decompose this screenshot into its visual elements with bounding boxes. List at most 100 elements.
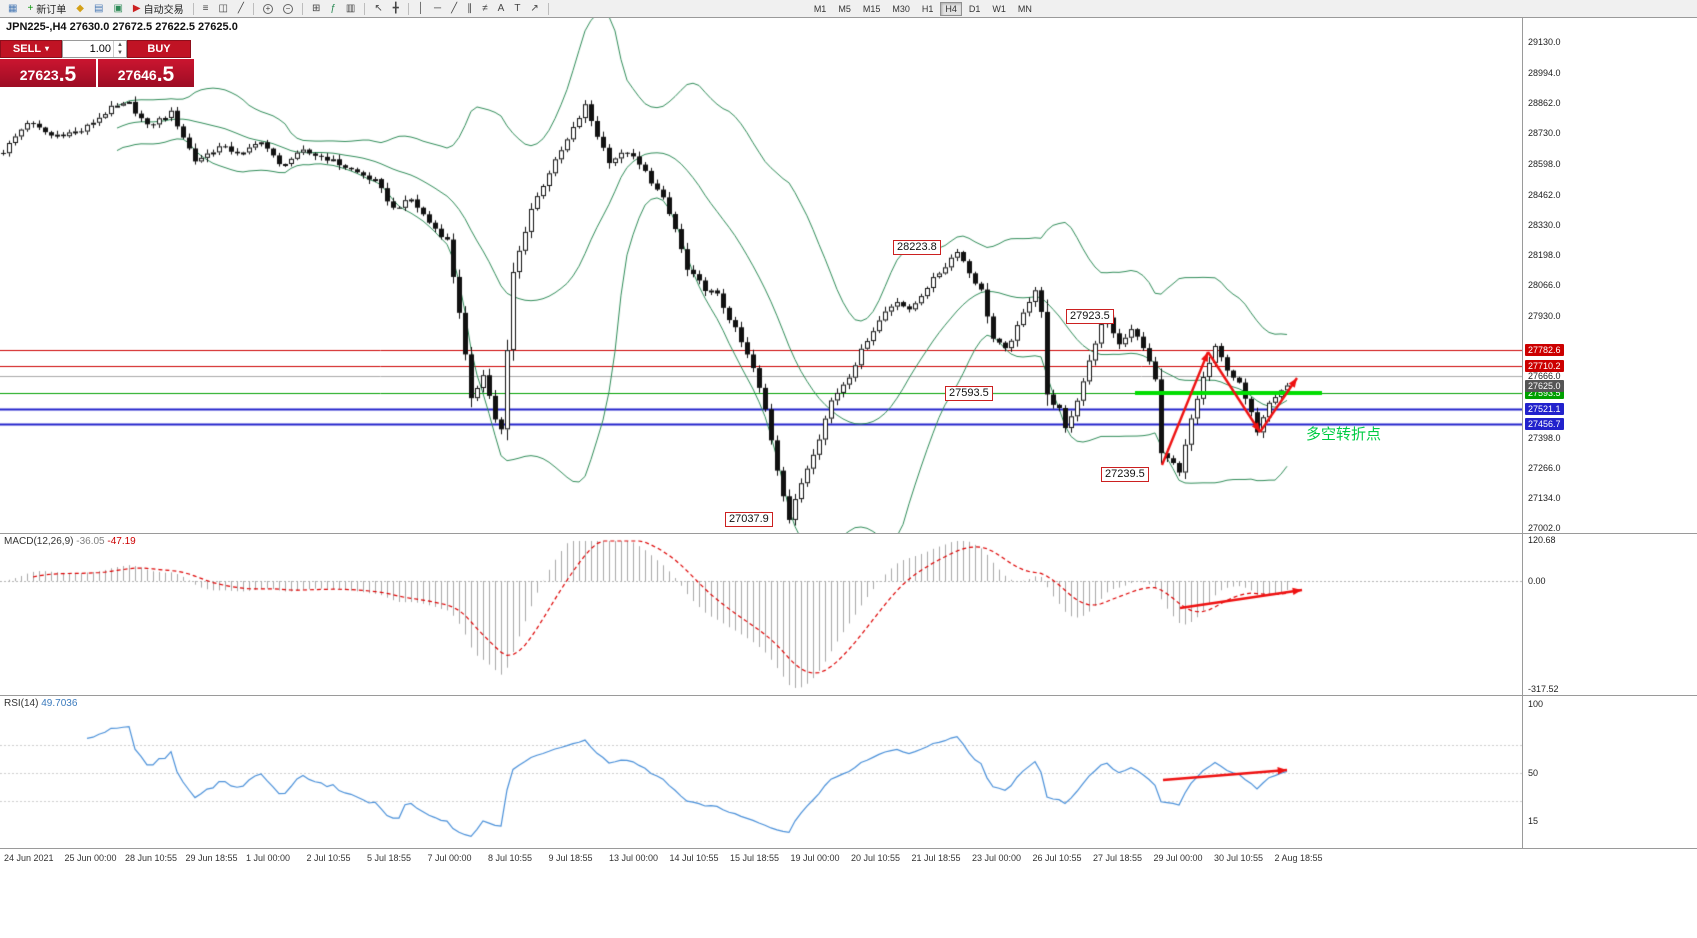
timeframe-w1-button[interactable]: W1 bbox=[987, 2, 1011, 16]
time-label: 28 Jun 10:55 bbox=[125, 853, 178, 863]
swing-label[interactable]: 28223.8 bbox=[893, 240, 941, 255]
text-icon-glyph: A bbox=[497, 2, 505, 14]
time-label: 2 Jul 10:55 bbox=[306, 853, 351, 863]
accounts-icon[interactable]: ▤ bbox=[90, 1, 107, 16]
timeframe-h1-button[interactable]: H1 bbox=[917, 2, 939, 16]
zoom-out-icon-glyph: − bbox=[282, 3, 293, 14]
bar-chart-icon[interactable]: ≡ bbox=[199, 1, 213, 16]
market-watch-icon-glyph: ▣ bbox=[113, 2, 123, 14]
new-order-button-label: 新订单 bbox=[36, 5, 67, 16]
toolbar: ▦ + 新订单 ◆ ▤ ▣ ▶ 自动交易 ≡ ◫ ╱ + − ⊞ ƒ ▥ ↖ ╋ │ ─ ╱ ∥ ≠ A T ↗ M1 M5 M15 M3… bbox=[0, 0, 1697, 18]
arrows-tool-icon-glyph: ↗ bbox=[530, 2, 539, 14]
timeframe-m15-button[interactable]: M15 bbox=[858, 2, 886, 16]
macd-label: MACD(12,26,9) -36.05 -47.19 bbox=[4, 536, 136, 547]
time-label: 24 Jun 2021 bbox=[4, 853, 54, 863]
time-axis[interactable]: 24 Jun 2021 25 Jun 00:00 28 Jun 10:55 29 Ju… bbox=[0, 848, 1697, 878]
volume-field: ▲ ▼ bbox=[62, 40, 127, 58]
time-label: 29 Jun 18:55 bbox=[185, 853, 238, 863]
line-chart-icon[interactable]: ╱ bbox=[234, 1, 248, 16]
swing-label[interactable]: 27037.9 bbox=[725, 512, 773, 527]
swing-label[interactable]: 27593.5 bbox=[945, 386, 993, 401]
market-watch-icon[interactable]: ▣ bbox=[109, 1, 126, 16]
sell-button-label: SELL bbox=[12, 43, 42, 55]
candlestick-chart-icon-glyph: ◫ bbox=[218, 2, 228, 14]
rsi-scale[interactable]: 100 50 15 bbox=[1522, 696, 1697, 848]
order-type-caret-icon[interactable]: ▾ bbox=[45, 44, 50, 53]
macd-scale[interactable]: 120.68 0.00 -317.52 bbox=[1522, 534, 1697, 695]
price-chart-canvas[interactable] bbox=[0, 18, 1522, 533]
time-label: 27 Jul 18:55 bbox=[1093, 853, 1143, 863]
indicators-icon-glyph: ƒ bbox=[330, 2, 336, 14]
volume-up-icon[interactable]: ▲ bbox=[117, 42, 123, 48]
deposit-icon[interactable]: ◆ bbox=[72, 1, 88, 16]
macd-tick: 120.68 bbox=[1528, 535, 1556, 545]
time-label: 30 Jul 10:55 bbox=[1214, 853, 1264, 863]
time-label: 20 Jul 10:55 bbox=[851, 853, 901, 863]
price-scale[interactable]: 29130.0 28994.0 28862.0 28730.0 28598.0 28462… bbox=[1522, 18, 1697, 533]
volume-input[interactable] bbox=[63, 41, 113, 57]
crosshair-icon[interactable]: ╋ bbox=[389, 1, 403, 16]
tile-windows-icon[interactable]: ⊞ bbox=[308, 1, 324, 16]
zoom-out-icon[interactable]: − bbox=[279, 1, 297, 16]
cursor-icon-glyph: ↖ bbox=[374, 2, 383, 14]
buy-price-display[interactable]: 27646 .5 bbox=[98, 59, 194, 87]
new-chart-icon-glyph: ▦ bbox=[8, 2, 18, 14]
price-tick: 28330.0 bbox=[1528, 219, 1561, 230]
sell-price-main: 27623 bbox=[19, 67, 59, 83]
rsi-value: 49.7036 bbox=[41, 698, 78, 709]
price-tick: 28198.0 bbox=[1528, 249, 1561, 260]
candlestick-chart-icon[interactable]: ◫ bbox=[214, 1, 231, 16]
toolbar-separator bbox=[192, 2, 194, 15]
fibonacci-icon-glyph: ≠ bbox=[482, 2, 488, 14]
cursor-icon[interactable]: ↖ bbox=[370, 1, 386, 16]
turning-point-annotation[interactable]: 多空转折点 bbox=[1306, 426, 1382, 443]
new-chart-icon[interactable]: ▦ bbox=[4, 1, 21, 16]
time-label: 7 Jul 00:00 bbox=[427, 853, 472, 863]
price-tick: 27002.0 bbox=[1528, 523, 1561, 533]
buy-price-fraction: .5 bbox=[156, 63, 175, 86]
volume-spinner: ▲ ▼ bbox=[113, 41, 126, 57]
timeframe-h4-button[interactable]: H4 bbox=[940, 1, 962, 16]
time-label: 1 Jul 00:00 bbox=[246, 853, 291, 863]
new-order-button[interactable]: + 新订单 bbox=[23, 1, 70, 16]
arrows-tool-icon[interactable]: ↗ bbox=[526, 1, 542, 16]
timeframe-m30-button[interactable]: M30 bbox=[887, 2, 915, 16]
new-order-glyph: + bbox=[27, 2, 34, 14]
auto-trading-button-label: 自动交易 bbox=[143, 5, 184, 16]
swing-label[interactable]: 27923.5 bbox=[1066, 309, 1114, 324]
macd-main-value: -36.05 bbox=[76, 536, 105, 547]
timeframe-mn-button[interactable]: MN bbox=[1013, 2, 1037, 16]
label-icon[interactable]: T bbox=[510, 1, 524, 16]
trendline-icon[interactable]: ╱ bbox=[447, 1, 461, 16]
rsi-canvas[interactable] bbox=[0, 696, 1522, 848]
toolbar-separator bbox=[547, 2, 549, 15]
main-chart-panel[interactable]: JPN225-,H4 27630.0 27672.5 27622.5 27625… bbox=[0, 18, 1697, 533]
channel-icon[interactable]: ∥ bbox=[463, 1, 476, 16]
price-tick: 28462.0 bbox=[1528, 189, 1561, 200]
sell-price-display[interactable]: 27623 .5 bbox=[0, 59, 96, 87]
chart-properties-icon-glyph: ▥ bbox=[345, 2, 356, 14]
horizontal-line-icon[interactable]: ─ bbox=[430, 1, 445, 16]
text-icon[interactable]: A bbox=[494, 1, 509, 16]
macd-tick: -317.52 bbox=[1528, 684, 1559, 694]
time-label: 21 Jul 18:55 bbox=[911, 853, 961, 863]
swing-label[interactable]: 27239.5 bbox=[1101, 467, 1149, 482]
timeframe-m5-button[interactable]: M5 bbox=[833, 2, 856, 16]
sell-button[interactable]: SELL ▾ bbox=[0, 40, 62, 58]
timeframe-m1-button[interactable]: M1 bbox=[809, 2, 832, 16]
volume-down-icon[interactable]: ▼ bbox=[117, 50, 123, 56]
indicators-icon[interactable]: ƒ bbox=[326, 1, 340, 16]
timeframe-d1-button[interactable]: D1 bbox=[964, 2, 986, 16]
label-icon-glyph: T bbox=[514, 2, 521, 14]
vertical-line-icon[interactable]: │ bbox=[414, 1, 428, 16]
zoom-in-icon[interactable]: + bbox=[259, 1, 277, 16]
macd-canvas[interactable] bbox=[0, 534, 1522, 695]
sell-price-fraction: .5 bbox=[58, 63, 77, 86]
auto-trading-button[interactable]: ▶ 自动交易 bbox=[129, 1, 188, 16]
chart-properties-icon[interactable]: ▥ bbox=[342, 1, 359, 16]
macd-panel[interactable]: MACD(12,26,9) -36.05 -47.19 120.68 0.00 -3… bbox=[0, 533, 1697, 695]
buy-button[interactable]: BUY bbox=[127, 40, 191, 58]
rsi-panel[interactable]: RSI(14) 49.7036 100 50 15 bbox=[0, 695, 1697, 848]
fibonacci-icon[interactable]: ≠ bbox=[478, 1, 492, 16]
